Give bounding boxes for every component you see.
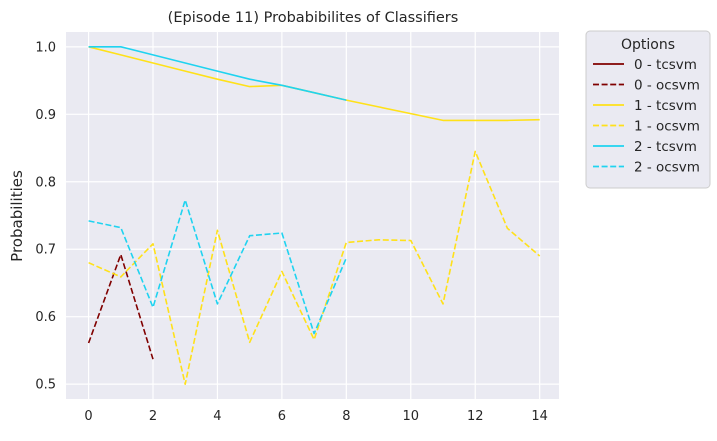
plot-area bbox=[66, 32, 559, 399]
series-line-3 bbox=[88, 150, 541, 386]
chart-title: (Episode 11) Probabibilites of Classifie… bbox=[168, 10, 459, 26]
x-tick-label: 4 bbox=[213, 409, 221, 424]
x-tick-label: 12 bbox=[467, 409, 484, 424]
plot-background bbox=[66, 32, 559, 399]
x-tick-label: 2 bbox=[149, 409, 157, 424]
series-line-4 bbox=[88, 45, 347, 101]
x-tick-label: 8 bbox=[342, 409, 350, 424]
y-tick-label: 0.6 bbox=[35, 310, 56, 325]
legend-label-4: 2 - tcsvm bbox=[634, 139, 697, 155]
legend-title: Options bbox=[621, 37, 675, 53]
x-tick-label: 14 bbox=[531, 409, 548, 424]
y-tick-label: 0.5 bbox=[35, 378, 56, 393]
series-line-5 bbox=[88, 199, 348, 335]
legend-label-2: 1 - tcsvm bbox=[634, 98, 697, 114]
y-tick-label: 0.7 bbox=[35, 243, 56, 258]
y-tick-label: 0.9 bbox=[35, 108, 56, 123]
x-tick-label: 0 bbox=[84, 409, 92, 424]
y-tick-label: 0.8 bbox=[35, 175, 56, 190]
series-line-1 bbox=[87, 253, 154, 360]
legend-box bbox=[585, 30, 711, 189]
x-tick-label: 10 bbox=[403, 409, 420, 424]
legend-label-3: 1 - ocsvm bbox=[634, 119, 700, 135]
y-axis-label: Probabilities bbox=[8, 170, 26, 262]
y-tick-label: 1.0 bbox=[35, 40, 56, 55]
legend: Options 0 - tcsvm 0 - ocsvm 1 - tcsvm 1 - oc… bbox=[585, 30, 711, 189]
legend-label-1: 0 - ocsvm bbox=[634, 78, 700, 94]
x-tick-label: 6 bbox=[278, 409, 286, 424]
legend-label-0: 0 - tcsvm bbox=[634, 57, 697, 73]
legend-label-5: 2 - ocsvm bbox=[634, 160, 700, 176]
